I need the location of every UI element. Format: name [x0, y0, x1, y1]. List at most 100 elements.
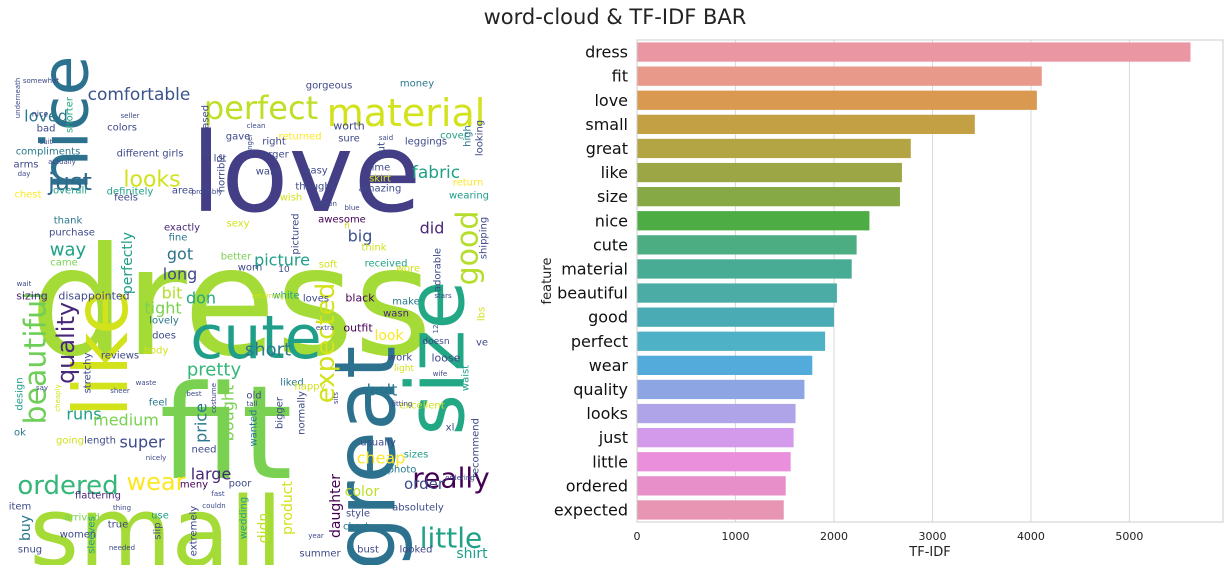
cloud-word: super [119, 433, 164, 452]
cloud-word: best [186, 390, 201, 398]
cloud-word: love [191, 109, 422, 237]
cloud-word: year [308, 532, 324, 540]
cloud-word: photo [388, 465, 417, 476]
cloud-word: dress [30, 216, 432, 390]
cloud-word: just [47, 168, 92, 196]
cloud-word: compliments [16, 147, 81, 158]
cloud-word: arrived [64, 513, 99, 524]
cloud-word: summer [299, 549, 341, 560]
cloud-word: bought [219, 385, 238, 442]
cloud-word: excellent [399, 401, 444, 412]
cloud-word: large [191, 465, 232, 484]
cloud-word: quality [52, 302, 80, 384]
cloud-word: usually [360, 438, 396, 449]
cloud-word: costume [210, 383, 218, 413]
cloud-word: lovely [149, 316, 179, 327]
bar-like [637, 162, 902, 183]
y-tick-label: ordered [566, 476, 628, 495]
y-tick-label: dress [585, 43, 628, 62]
cloud-word: buy [18, 515, 34, 541]
cloud-word: gorgeous [306, 81, 353, 92]
cloud-word: style [346, 509, 370, 520]
cloud-word: cover [440, 131, 469, 142]
cloud-word: fast [211, 490, 224, 498]
y-tick-label: just [598, 428, 628, 447]
cloud-word: arms [13, 160, 38, 171]
cloud-word: wore [396, 264, 420, 275]
cloud-word: doesn [422, 337, 449, 347]
y-tick-label: nice [595, 211, 628, 230]
cloud-word: ordering [445, 474, 475, 482]
y-tick-label: quality [573, 380, 628, 399]
cloud-word: outfit [343, 322, 373, 335]
cloud-word: poor [229, 479, 253, 490]
cloud-word: like [57, 289, 145, 418]
cloud-word: slip [153, 522, 164, 539]
cloud-word: fitting [392, 400, 413, 408]
cloud-word: lot [214, 154, 227, 165]
cloud-word: bit [162, 284, 183, 303]
y-tick-label: love [594, 91, 628, 110]
cloud-word: picture [254, 251, 310, 270]
cloud-word: shipping [479, 217, 490, 260]
cloud-word: perfect [204, 89, 318, 127]
cloud-word: pretty [187, 360, 242, 381]
cloud-word: long [163, 265, 198, 284]
cloud-word: horrible [217, 154, 228, 193]
cloud-word: ordered [17, 471, 118, 501]
cloud-word: looked [400, 545, 433, 556]
cloud-word: big [348, 227, 373, 246]
cloud-word: don [186, 289, 216, 308]
cloud-word: normally [297, 391, 308, 435]
bar-looks [637, 403, 796, 424]
cloud-word: lbs [477, 307, 488, 321]
bar-expected [637, 500, 784, 520]
y-tick-label: cute [593, 235, 628, 254]
cloud-word: length [84, 436, 116, 447]
bar-great [637, 138, 911, 159]
cloud-word: true [108, 520, 129, 531]
cloud-word: worn [238, 263, 263, 274]
cloud-word: expected [311, 283, 341, 403]
cloud-word: recommend [471, 418, 482, 478]
cloud-word: colors [107, 123, 137, 134]
cloud-word: runs [66, 405, 101, 424]
cloud-word: money [400, 79, 434, 90]
cloud-word: area [172, 186, 194, 197]
cloud-word: shirt [456, 546, 488, 562]
bar-dress [637, 42, 1191, 62]
cloud-word: looking [475, 120, 486, 156]
cloud-word: flattering [75, 491, 121, 502]
cloud-word: sizing [16, 290, 48, 303]
cloud-word: bust [357, 545, 379, 556]
cloud-word: didn [256, 513, 272, 544]
cloud-word: tall [247, 400, 258, 408]
bar-just [637, 428, 794, 448]
cloud-word: got [167, 245, 193, 264]
cloud-word: 10 [278, 265, 290, 275]
cloud-word: light [394, 364, 414, 374]
cloud-word: waist [461, 365, 472, 391]
cloud-word: sexy [226, 219, 249, 230]
cloud-word: wedding [239, 497, 250, 540]
cloud-word: black [345, 292, 375, 305]
x-tick-label: 5000 [1115, 530, 1143, 543]
cloud-word: nice [29, 56, 104, 191]
y-tick-label: fit [612, 67, 628, 86]
cloud-word: fl [344, 222, 349, 231]
cloud-word: sleeves [87, 516, 98, 554]
x-tick-label: 1000 [721, 530, 749, 543]
cloud-word: sure [338, 134, 360, 145]
figure-title: word-cloud & TF-IDF BAR [483, 5, 747, 29]
cloud-word: beautiful [19, 292, 54, 425]
cloud-word: wait [17, 280, 32, 288]
cloud-word: look [374, 328, 404, 344]
cloud-word: fit [160, 357, 293, 509]
cloud-word: pictured [291, 213, 302, 254]
y-tick-label: looks [586, 404, 628, 423]
cloud-word: price [192, 403, 211, 443]
bar-fit [637, 66, 1042, 86]
cloud-word: women [60, 530, 97, 541]
cloud-word: purchased [201, 105, 212, 157]
cloud-word: received [365, 259, 408, 270]
